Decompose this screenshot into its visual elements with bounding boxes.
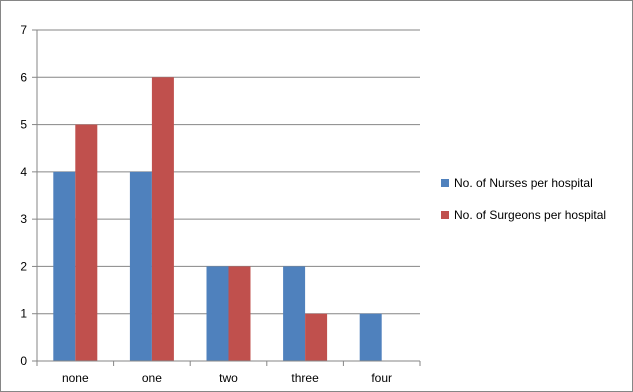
legend-swatch [441,179,449,187]
bar-four-series-0 [359,313,382,361]
y-tick-label: 3 [20,212,27,226]
legend-swatch [441,211,449,219]
bar-one-series-1 [151,77,174,362]
legend: No. of Nurses per hospital No. of Surgeon… [441,176,606,222]
x-category-label: two [219,371,238,385]
legend-label: No. of Surgeons per hospital [454,208,606,222]
y-tick-label: 0 [20,354,27,368]
y-tick-label: 5 [20,118,27,132]
gridlines [37,29,420,315]
y-tick-label: 6 [20,70,27,84]
x-category-label: one [142,371,162,385]
bar-two-series-0 [206,266,229,361]
x-category-label: four [371,371,392,385]
x-category-label: three [291,371,319,385]
y-tick-label: 7 [20,23,27,37]
bars [53,77,382,362]
y-tick-label: 4 [20,165,27,179]
bar-one-series-0 [129,171,152,361]
bar-none-series-0 [53,171,76,361]
x-axis-labels: none one two three four [62,371,392,385]
bar-two-series-1 [228,266,251,361]
y-axis-ticks: 0 1 2 3 4 5 6 7 [20,23,37,368]
bar-none-series-1 [75,124,98,361]
x-category-label: none [62,371,89,385]
bar-three-series-1 [305,313,328,361]
axes [36,30,421,366]
y-tick-label: 2 [20,259,27,273]
legend-label: No. of Nurses per hospital [454,176,593,190]
bar-three-series-0 [283,266,306,361]
y-tick-label: 1 [20,307,27,321]
